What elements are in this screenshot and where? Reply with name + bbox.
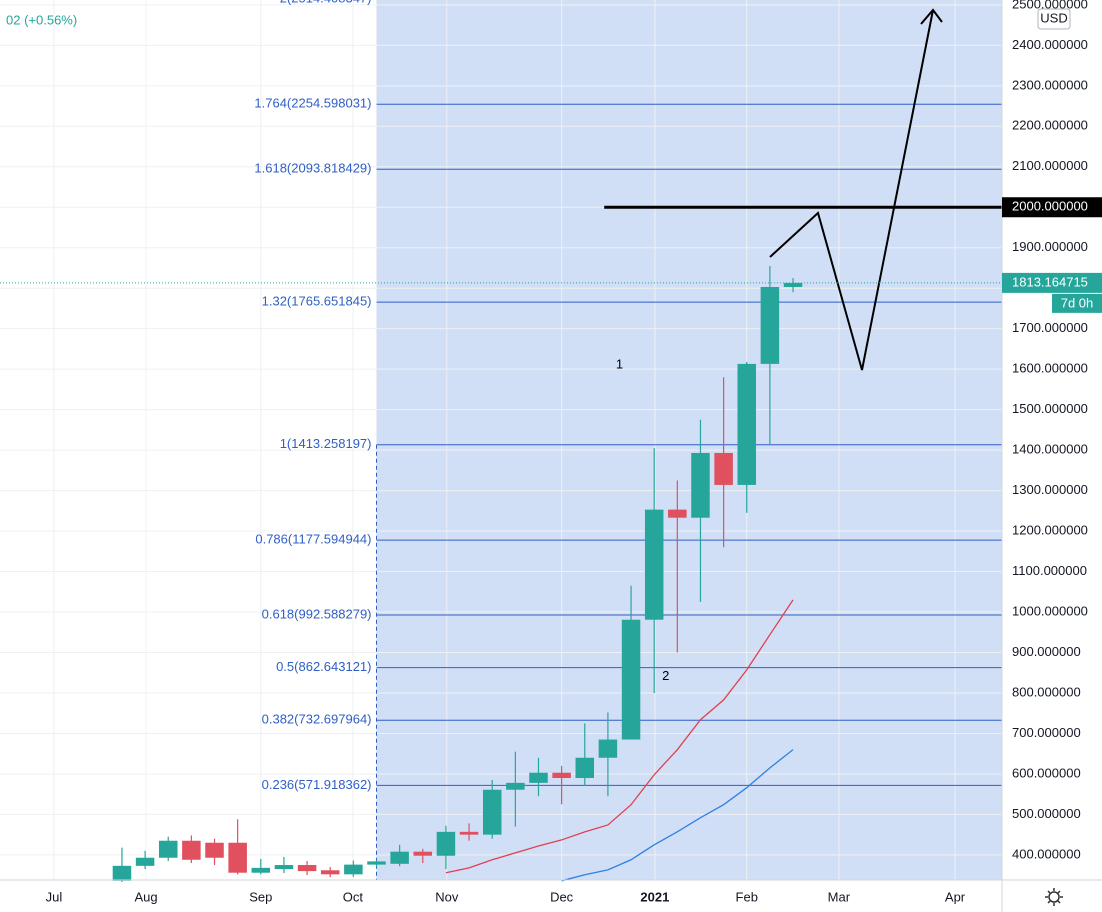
y-tick-label: 2500.000000 — [1012, 0, 1088, 11]
annotation: 1 — [616, 357, 623, 372]
y-tick-label: 900.000000 — [1012, 644, 1081, 659]
x-tick-label: Sep — [249, 889, 272, 904]
x-tick-label: Feb — [736, 889, 758, 904]
candle-body — [506, 782, 525, 790]
fib-label: 1.618(2093.818429) — [254, 161, 371, 176]
fib-label: 2(2514.408347) — [280, 0, 372, 5]
header-change: 02 (+0.56%) — [6, 12, 77, 27]
last-price-label: 1813.164715 — [1012, 274, 1088, 289]
candle-body — [367, 861, 386, 865]
candle-body — [529, 772, 548, 783]
y-tick-label: 2400.000000 — [1012, 37, 1088, 52]
level-price-box — [1002, 197, 1102, 218]
y-tick-label: 2300.000000 — [1012, 77, 1088, 92]
candle-body — [112, 865, 132, 881]
candle-body — [320, 870, 340, 875]
currency-label: USD — [1040, 10, 1067, 25]
candle-body — [459, 831, 479, 835]
annotation: 2 — [662, 668, 669, 683]
candle-body — [737, 363, 757, 485]
fib-label: 0.618(992.588279) — [262, 606, 372, 621]
y-tick-label: 1400.000000 — [1012, 442, 1088, 457]
fib-label: 1(1413.258197) — [280, 436, 372, 451]
candle-body — [668, 509, 687, 518]
candle-body — [691, 452, 710, 518]
y-tick-label: 600.000000 — [1012, 765, 1081, 780]
candle-body — [297, 865, 317, 872]
y-tick-label: 1600.000000 — [1012, 361, 1088, 376]
x-tick-label: Nov — [435, 889, 459, 904]
y-tick-label: 1900.000000 — [1012, 239, 1088, 254]
y-tick-label: 700.000000 — [1012, 725, 1081, 740]
candle-body — [783, 282, 803, 287]
countdown-label: 7d 0h — [1061, 295, 1094, 310]
fib-label: 1.764(2254.598031) — [254, 96, 371, 111]
candle-body — [598, 739, 618, 758]
y-tick-label: 500.000000 — [1012, 806, 1081, 821]
candle-body — [344, 864, 363, 875]
y-tick-label: 1700.000000 — [1012, 320, 1088, 335]
y-tick-label: 1200.000000 — [1012, 523, 1088, 538]
y-tick-label: 1000.000000 — [1012, 603, 1088, 618]
moving-average — [445, 599, 794, 874]
moving-average — [561, 749, 794, 882]
y-tick-label: 1500.000000 — [1012, 401, 1088, 416]
x-tick-label: Aug — [134, 889, 157, 904]
y-tick-label: 1100.000000 — [1012, 563, 1087, 578]
fib-label: 0.5(862.643121) — [276, 659, 371, 674]
fib-label: 0.236(571.918362) — [262, 777, 372, 792]
drawn-projection — [769, 9, 934, 371]
candle-body — [135, 857, 155, 866]
countdown-box — [1052, 293, 1102, 313]
settings-icon[interactable] — [1045, 888, 1063, 906]
y-tick-label: 2100.000000 — [1012, 158, 1088, 173]
fib-label: 0.786(1177.594944) — [255, 532, 371, 547]
x-tick-label: Jul — [46, 889, 63, 904]
currency-box — [1037, 8, 1071, 30]
candle-body — [158, 840, 178, 858]
last-price-box — [1002, 272, 1102, 293]
y-tick-label: 2200.000000 — [1012, 118, 1088, 133]
candle-body — [413, 851, 433, 856]
level-price-label: 2000.000000 — [1012, 199, 1088, 214]
candle-body — [575, 757, 595, 778]
candle-body — [552, 772, 571, 778]
x-tick-label: Dec — [550, 889, 574, 904]
candle-body — [228, 842, 247, 873]
candle-body — [251, 867, 271, 873]
candle-body — [644, 509, 664, 620]
x-tick-label: Apr — [945, 889, 966, 904]
candle-body — [274, 865, 294, 870]
candle-body — [621, 619, 641, 740]
y-tick-label: 400.000000 — [1012, 846, 1081, 861]
x-tick-label: 2021 — [640, 889, 669, 904]
candle-body — [760, 286, 780, 364]
fib-label: 1.32(1765.651845) — [262, 294, 372, 309]
fib-label: 0.382(732.697964) — [262, 712, 372, 727]
y-tick-label: 800.000000 — [1012, 684, 1081, 699]
y-tick-label: 1300.000000 — [1012, 482, 1088, 497]
x-tick-label: Oct — [343, 889, 364, 904]
candle-body — [390, 851, 409, 864]
candle-body — [182, 840, 201, 860]
x-tick-label: Mar — [828, 889, 851, 904]
candle-body — [482, 789, 502, 835]
arrow-head — [920, 8, 943, 25]
candle-body — [205, 842, 224, 858]
candle-body — [436, 831, 456, 856]
candle-body — [714, 452, 733, 485]
